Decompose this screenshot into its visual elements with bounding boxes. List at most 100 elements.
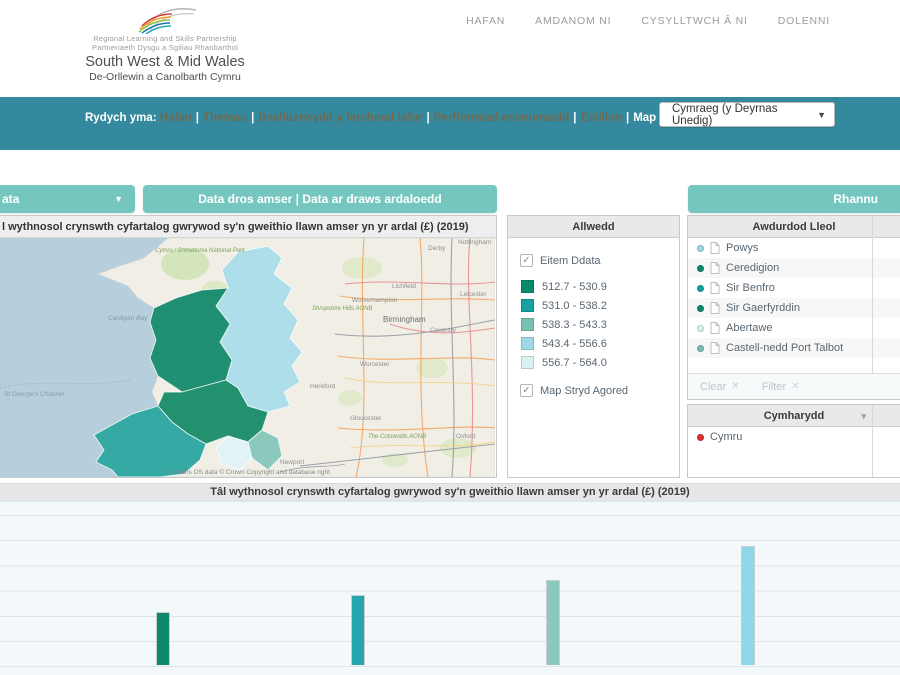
share-button[interactable]: Rhannu bbox=[688, 185, 900, 213]
list-item-ceredigion[interactable]: Ceredigion bbox=[688, 258, 900, 278]
list-item-sir-benfro[interactable]: Sir Benfro bbox=[688, 278, 900, 298]
series-dot bbox=[697, 325, 704, 332]
clear-button[interactable]: Clear ✕ bbox=[700, 381, 740, 393]
breadcrumb-separator: | bbox=[573, 112, 576, 124]
series-dot bbox=[697, 265, 704, 272]
map-label-oxford: Oxford bbox=[456, 433, 476, 440]
map-title: l wythnosol crynswth cyfartalog gwrywod … bbox=[0, 216, 496, 238]
map-label-shropshire-hills: Shropshire Hills AONB bbox=[312, 306, 372, 312]
column-divider bbox=[872, 216, 873, 399]
breadcrumb-current: Map bbox=[633, 112, 656, 124]
legend-class-row: 538.3 - 543.3 bbox=[521, 315, 667, 334]
checkbox-checked-icon[interactable]: ✓ bbox=[520, 254, 533, 267]
breadcrumb-deallusrwydd[interactable]: Deallusrwydd y farchnad lafur bbox=[258, 112, 422, 124]
chart-bar[interactable] bbox=[546, 580, 560, 665]
breadcrumb: Rydych yma: Hafan | Themau | Deallusrwydd y … bbox=[85, 112, 656, 124]
legend-basemap-toggle[interactable]: ✓ Map Stryd Agored bbox=[520, 384, 667, 397]
checkbox-checked-icon[interactable]: ✓ bbox=[520, 384, 533, 397]
close-icon: ✕ bbox=[791, 381, 799, 392]
legend-range-label: 531.0 - 538.2 bbox=[542, 300, 607, 312]
map-label-nottingham: Nottingham bbox=[458, 239, 491, 246]
map-label-derby: Derby bbox=[428, 245, 446, 252]
legend-title: Allwedd bbox=[508, 216, 679, 238]
language-select[interactable]: Cymraeg (y Deyrnas Unedig) ▼ bbox=[659, 102, 835, 127]
breadcrumb-prefix: Rydych yma: bbox=[85, 112, 157, 124]
filter-label: Filter bbox=[762, 381, 786, 393]
breadcrumb-enillion[interactable]: Enillion bbox=[580, 112, 622, 124]
map-label-worcester: Worcester bbox=[360, 361, 390, 368]
legend-class-row: 543.4 - 556.6 bbox=[521, 334, 667, 353]
breadcrumb-themau[interactable]: Themau bbox=[203, 112, 247, 124]
page: Regional Learning and Skills Partnership… bbox=[0, 0, 900, 675]
logo-text-en: Regional Learning and Skills Partnership bbox=[85, 34, 245, 43]
nav-hafan[interactable]: HAFAN bbox=[466, 15, 505, 27]
list-item-sir-gaerfyrddin[interactable]: Sir Gaerfyrddin bbox=[688, 298, 900, 318]
chevron-down-icon: ▼ bbox=[114, 194, 123, 204]
logo: Regional Learning and Skills Partnership… bbox=[85, 2, 245, 83]
list-item-abertawe[interactable]: Abertawe bbox=[688, 318, 900, 338]
map-label-coventry: Coventry bbox=[430, 327, 457, 334]
map-attribution: Contains OS data © Crown Copyright and d… bbox=[166, 468, 330, 476]
sort-chevron-icon[interactable]: ▾ bbox=[861, 405, 866, 427]
list-item-powys[interactable]: Powys bbox=[688, 238, 900, 258]
breadcrumb-separator: | bbox=[427, 112, 430, 124]
map-label-leicester: Leicester bbox=[460, 291, 487, 298]
comparator-panel: Cymharydd ▾ Cymru bbox=[687, 404, 900, 478]
document-icon bbox=[710, 322, 720, 334]
chart-bar[interactable] bbox=[741, 546, 755, 665]
map-label-cardigan-bay: Cardigan Bay bbox=[108, 315, 148, 322]
map-label-hereford: Hereford bbox=[310, 383, 336, 390]
legend-class-row: 512.7 - 530.9 bbox=[521, 277, 667, 296]
filter-button[interactable]: Filter ✕ bbox=[762, 381, 800, 393]
map-label-birmingham: Birmingham bbox=[383, 315, 426, 324]
nav-dolenni[interactable]: DOLENNI bbox=[778, 15, 830, 27]
chart-bar[interactable] bbox=[156, 612, 170, 665]
map-label-newport: Newport bbox=[280, 459, 304, 466]
data-dropdown-button[interactable]: ata ▼ bbox=[0, 185, 135, 213]
list-item-label: Sir Gaerfyrddin bbox=[726, 302, 800, 314]
legend-range-label: 538.3 - 543.3 bbox=[542, 319, 607, 331]
list-item-label: Castell-nedd Port Talbot bbox=[726, 342, 843, 354]
logo-text-cy: Partneriaeth Dysgu a Sgiliau Rhanbarthol bbox=[85, 43, 245, 52]
legend-class-row: 556.7 - 564.0 bbox=[521, 353, 667, 372]
document-icon bbox=[710, 262, 720, 274]
map-label-st-georges-channel: St George's Channel bbox=[4, 391, 65, 398]
list-item-label: Powys bbox=[726, 242, 758, 254]
document-icon bbox=[710, 342, 720, 354]
chart-title: Tâl wythnosol crynswth cyfartalog gwrywo… bbox=[0, 483, 900, 501]
breadcrumb-perfformiad[interactable]: Perfformiad economaidd bbox=[434, 112, 569, 124]
logo-region-cy: De-Orllewin a Canolbarth Cymru bbox=[85, 71, 245, 83]
view-toggle-button[interactable]: Data dros amser | Data ar draws ardaloed… bbox=[143, 185, 497, 213]
local-authority-title: Awdurdod Lleol bbox=[688, 216, 900, 238]
chart-plot bbox=[0, 500, 900, 675]
legend-swatch bbox=[521, 318, 534, 331]
list-item-cymru[interactable]: Cymru bbox=[688, 427, 900, 447]
legend-data-item-toggle[interactable]: ✓ Eitem Ddata bbox=[520, 254, 667, 267]
legend-swatch bbox=[521, 299, 534, 312]
breadcrumb-separator: | bbox=[626, 112, 629, 124]
map-label-cotswolds: The Cotswolds AONB bbox=[368, 434, 426, 440]
local-authority-panel: Awdurdod Lleol Powys Ceredigion Sir Benf… bbox=[687, 215, 900, 400]
comparator-title: Cymharydd bbox=[764, 410, 825, 422]
chart-bar[interactable] bbox=[351, 595, 365, 665]
map-label-lichfield: Lichfield bbox=[392, 283, 416, 290]
legend-range-label: 556.7 - 564.0 bbox=[542, 357, 607, 369]
clear-label: Clear bbox=[700, 381, 726, 393]
list-item-label: Cymru bbox=[710, 431, 742, 443]
nav-amdanom-ni[interactable]: AMDANOM NI bbox=[535, 15, 611, 27]
legend-swatch bbox=[521, 280, 534, 293]
data-dropdown-label: ata bbox=[2, 192, 19, 206]
legend-range-label: 543.4 - 556.6 bbox=[542, 338, 607, 350]
language-select-value: Cymraeg (y Deyrnas Unedig) bbox=[672, 103, 817, 127]
choropleth-map[interactable]: Cymru / Snowdonia National Park Cardigan… bbox=[0, 238, 495, 477]
map-label-wolverhampton: Wolverhampton bbox=[352, 297, 398, 304]
legend-class-row: 531.0 - 538.2 bbox=[521, 296, 667, 315]
breadcrumb-hafan[interactable]: Hafan bbox=[160, 112, 192, 124]
nav-cysylltwch[interactable]: CYSYLLTWCH Â NI bbox=[641, 15, 747, 27]
series-dot bbox=[697, 434, 704, 441]
document-icon bbox=[710, 302, 720, 314]
dropdown-arrow-icon: ▼ bbox=[817, 110, 826, 120]
list-footer: Clear ✕ Filter ✕ bbox=[688, 373, 900, 399]
list-item-castell-nedd-port-talbot[interactable]: Castell-nedd Port Talbot bbox=[688, 338, 900, 358]
map-label-gloucester: Gloucester bbox=[350, 415, 382, 422]
